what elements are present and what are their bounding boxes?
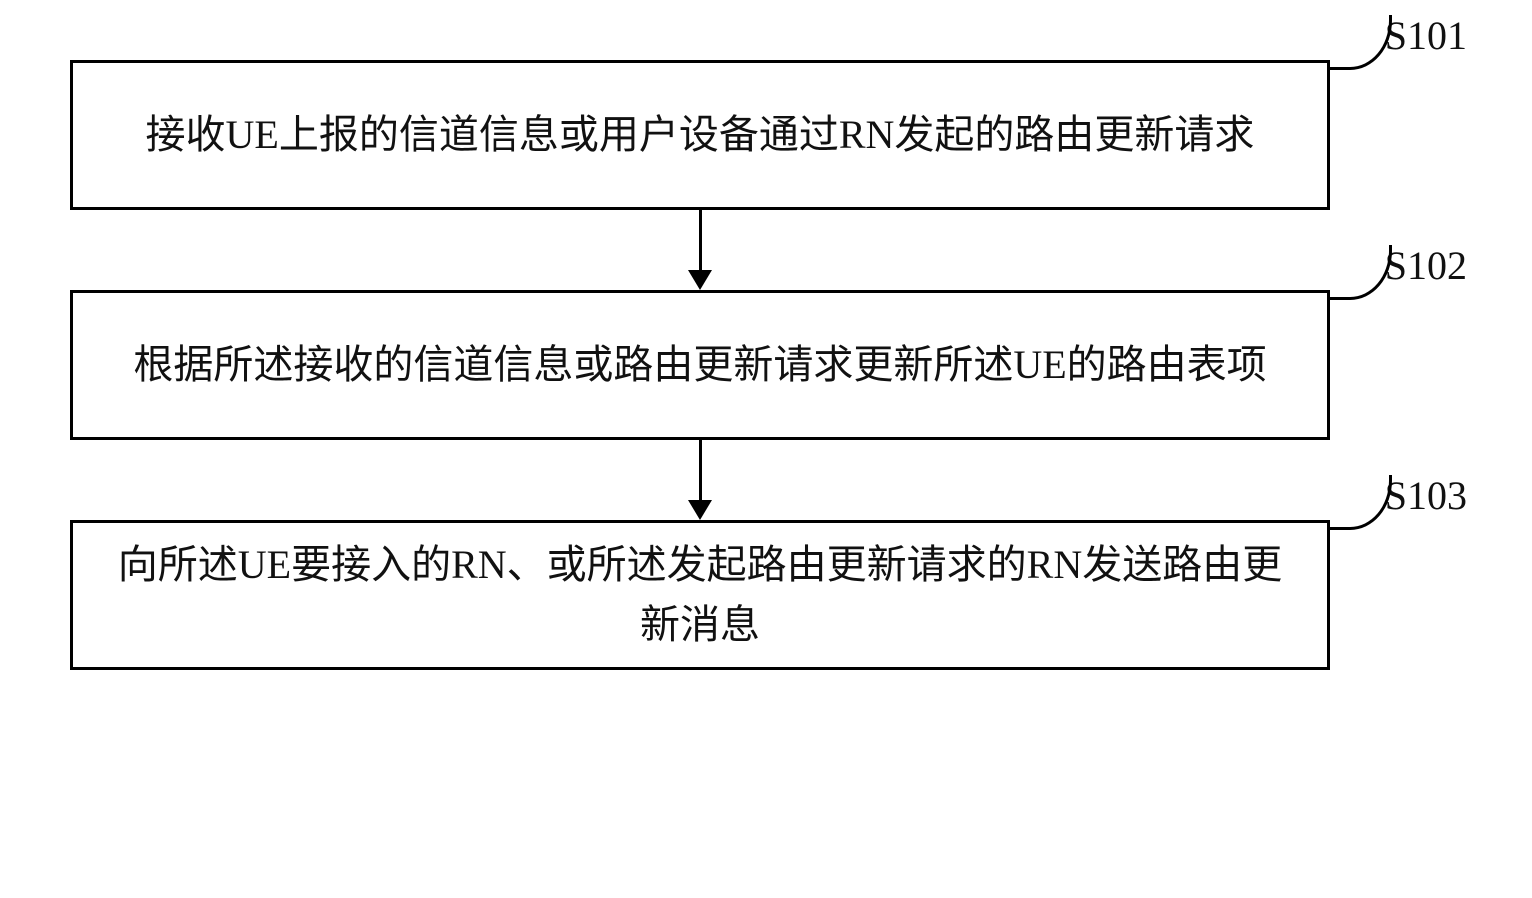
flowchart-box: 根据所述接收的信道信息或路由更新请求更新所述UE的路由表项 [70,290,1330,440]
arrow-line [699,210,702,270]
step-label-connector [1322,15,1392,70]
step-label: S102 [1385,242,1467,289]
step-label: S101 [1385,12,1467,59]
arrow-head-icon [688,500,712,520]
flowchart-step: S101接收UE上报的信道信息或用户设备通过RN发起的路由更新请求 [70,60,1462,210]
flowchart-step: S102根据所述接收的信道信息或路由更新请求更新所述UE的路由表项 [70,290,1462,440]
step-label-connector [1322,475,1392,530]
flowchart-container: S101接收UE上报的信道信息或用户设备通过RN发起的路由更新请求 S102根据所… [70,60,1462,670]
step-label-connector [1322,245,1392,300]
step-label: S103 [1385,472,1467,519]
flowchart-box: 向所述UE要接入的RN、或所述发起路由更新请求的RN发送路由更新消息 [70,520,1330,670]
arrow-line [699,440,702,500]
flowchart-step: S103向所述UE要接入的RN、或所述发起路由更新请求的RN发送路由更新消息 [70,520,1462,670]
flowchart-arrow [70,440,1330,520]
flowchart-box: 接收UE上报的信道信息或用户设备通过RN发起的路由更新请求 [70,60,1330,210]
flowchart-arrow [70,210,1330,290]
arrow-head-icon [688,270,712,290]
